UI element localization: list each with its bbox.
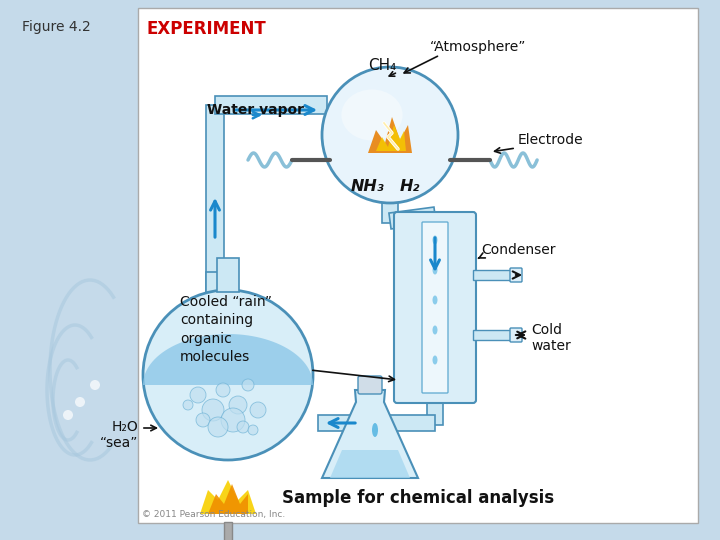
Polygon shape [473, 330, 513, 340]
Ellipse shape [372, 423, 378, 437]
Ellipse shape [433, 295, 438, 305]
Text: EXPERIMENT: EXPERIMENT [146, 20, 266, 38]
Text: CH₄: CH₄ [368, 58, 396, 73]
Text: © 2011 Pearson Education, Inc.: © 2011 Pearson Education, Inc. [142, 510, 285, 519]
Circle shape [143, 290, 313, 460]
Polygon shape [330, 450, 410, 478]
FancyBboxPatch shape [510, 268, 522, 282]
Circle shape [196, 413, 210, 427]
Circle shape [237, 421, 249, 433]
Polygon shape [389, 207, 436, 229]
Text: “Atmosphere”: “Atmosphere” [430, 40, 526, 54]
Polygon shape [473, 270, 513, 280]
Polygon shape [217, 258, 239, 292]
Polygon shape [215, 96, 327, 114]
Ellipse shape [341, 90, 402, 140]
Circle shape [322, 67, 458, 203]
Polygon shape [208, 484, 248, 514]
Ellipse shape [433, 355, 438, 364]
Polygon shape [322, 390, 418, 478]
FancyBboxPatch shape [422, 222, 448, 393]
Circle shape [248, 425, 258, 435]
Polygon shape [318, 415, 435, 431]
Circle shape [75, 397, 85, 407]
Circle shape [216, 383, 230, 397]
Text: Figure 4.2: Figure 4.2 [22, 20, 91, 34]
Ellipse shape [433, 235, 438, 245]
FancyBboxPatch shape [394, 212, 476, 403]
Polygon shape [427, 400, 443, 425]
Text: NH₃: NH₃ [351, 179, 385, 194]
Circle shape [229, 396, 247, 414]
Circle shape [183, 400, 193, 410]
Polygon shape [364, 378, 376, 423]
Circle shape [63, 410, 73, 420]
Circle shape [208, 417, 228, 437]
Text: Sample for chemical analysis: Sample for chemical analysis [282, 489, 554, 507]
Polygon shape [224, 522, 232, 540]
Polygon shape [376, 125, 406, 151]
Circle shape [250, 402, 266, 418]
Circle shape [190, 387, 206, 403]
Text: Water vapor: Water vapor [207, 103, 304, 117]
Text: H₂: H₂ [400, 179, 420, 194]
Ellipse shape [433, 326, 438, 334]
FancyBboxPatch shape [510, 328, 522, 342]
FancyBboxPatch shape [138, 8, 698, 523]
Circle shape [221, 408, 245, 432]
Text: H₂O
“sea”: H₂O “sea” [99, 420, 138, 450]
Polygon shape [143, 334, 313, 385]
Text: Electrode: Electrode [518, 133, 584, 147]
Polygon shape [206, 272, 224, 295]
Text: Cold
water: Cold water [531, 323, 571, 353]
Circle shape [90, 380, 100, 390]
Circle shape [242, 379, 254, 391]
Polygon shape [200, 480, 256, 514]
FancyBboxPatch shape [358, 376, 382, 394]
Ellipse shape [433, 266, 438, 274]
Polygon shape [368, 117, 412, 153]
Polygon shape [206, 105, 224, 295]
Text: Condenser: Condenser [481, 243, 556, 257]
Polygon shape [382, 203, 398, 223]
Circle shape [202, 399, 224, 421]
Text: Cooled “rain”
containing
organic
molecules: Cooled “rain” containing organic molecul… [180, 295, 272, 364]
